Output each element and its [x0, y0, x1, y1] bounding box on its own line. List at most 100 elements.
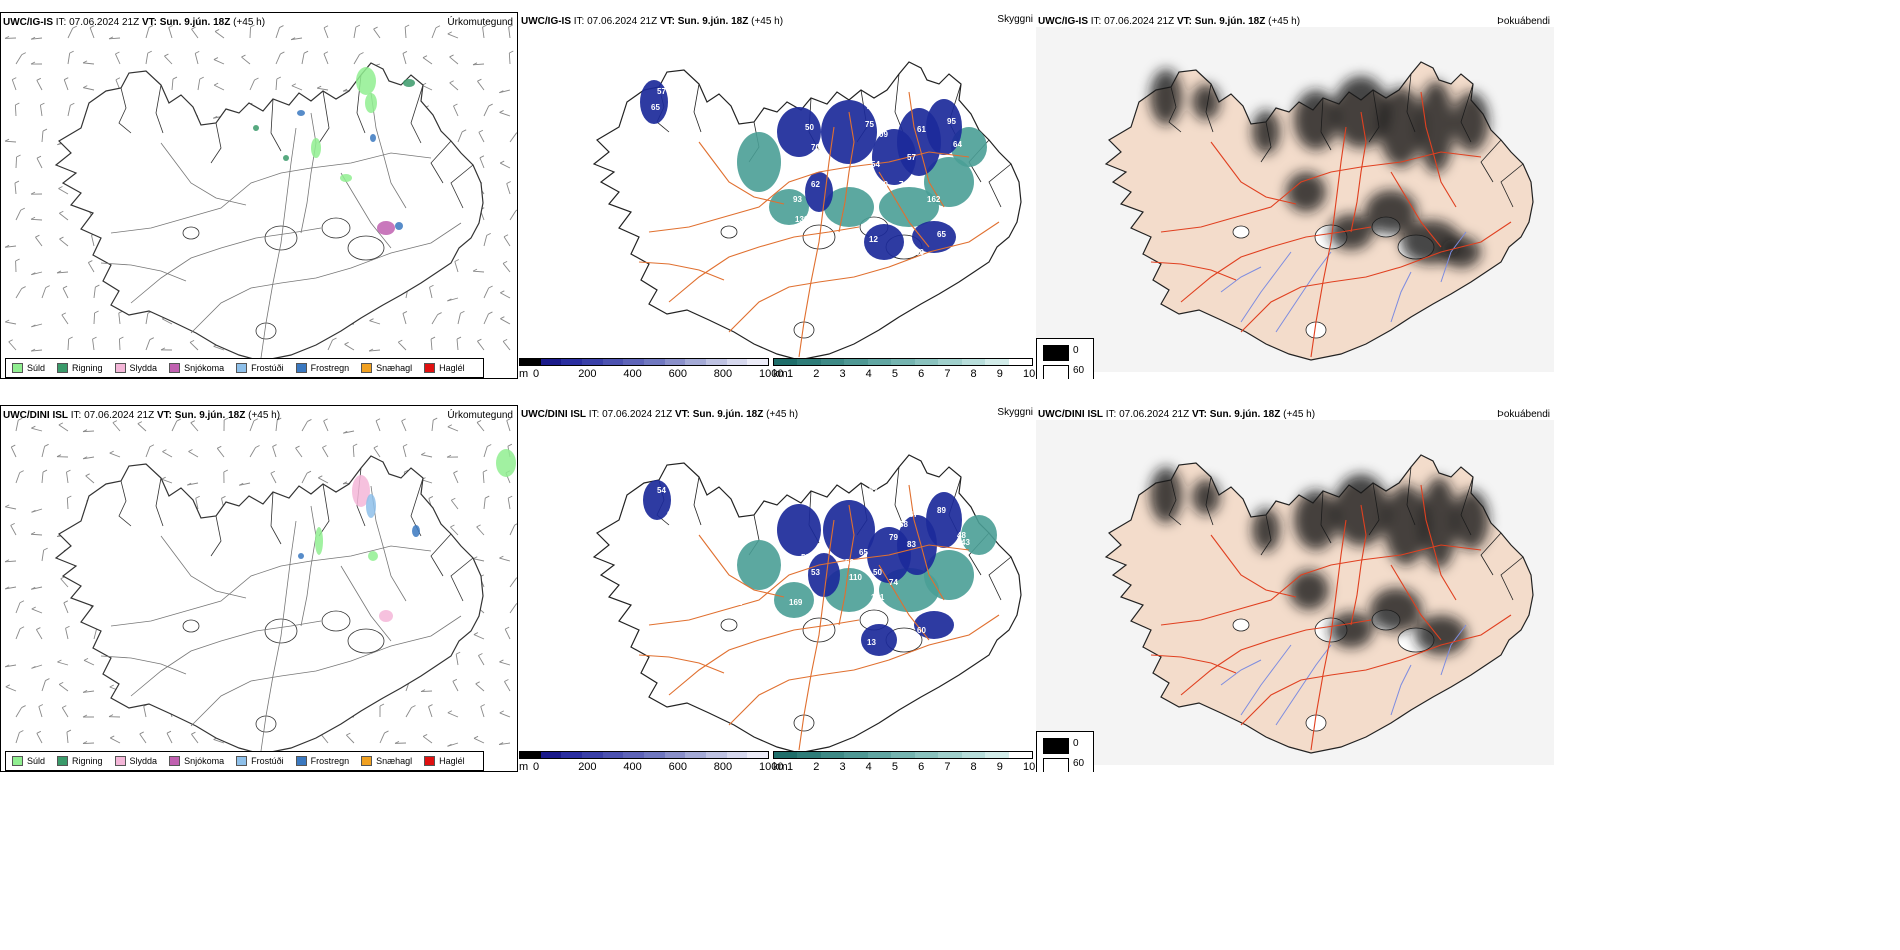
wind-barb [509, 210, 517, 221]
colorbar-tick-label: 7 [944, 368, 951, 379]
wind-barb [476, 422, 485, 432]
colorbar-tick-label: 5 [891, 368, 898, 379]
glacier-outline [802, 617, 836, 643]
wind-barb [477, 80, 485, 91]
legend-swatch [295, 363, 307, 373]
road [260, 520, 297, 752]
wind-barb-flag [21, 52, 26, 56]
wind-barb-flag [421, 452, 426, 456]
panel-header: UWC/DINI ISL IT: 07.06.2024 21Z VT: Sun.… [521, 409, 799, 420]
wind-barb [67, 53, 71, 65]
wind-barb [500, 292, 511, 299]
wind-barb-flag [373, 445, 379, 449]
wind-barb-flag [508, 24, 513, 28]
wind-barb-flag [279, 25, 284, 28]
fog-area [1453, 490, 1489, 550]
wind-barb-flag [488, 285, 493, 289]
colorbar-bin [774, 359, 798, 365]
wind-barb-flag [168, 25, 173, 28]
ceiling-visibility-panel-ig-is: 57 65 63 45 61 95 50 75 09 70 57 64 54 49 74 62 62 93 162 1… [519, 12, 1035, 379]
colorbar-bin [961, 752, 986, 758]
fog-area [1294, 490, 1338, 550]
fog-area [1370, 588, 1422, 632]
wind-barb-flag [384, 730, 389, 734]
legend-swatch [12, 756, 23, 766]
wind-barb [249, 447, 256, 458]
precip-type-legend: Súld Rigning Slydda Snjókoma Frostúði Frostre… [5, 358, 484, 378]
colorbar-tick-label: 2 [813, 761, 820, 772]
wind-barb [509, 132, 517, 143]
fjord [450, 557, 474, 602]
ceiling-area [823, 500, 875, 560]
wind-barb [59, 212, 69, 221]
colorbar-bin [774, 752, 798, 758]
wind-barb [145, 339, 151, 351]
wind-barb [15, 420, 19, 432]
wind-barb-flag [19, 730, 24, 733]
colorbar-bin [985, 752, 1009, 758]
wind-barb [479, 157, 485, 169]
wind-barb [472, 270, 485, 273]
wind-barb-flag [478, 653, 483, 656]
colorbar-tick-label: 1000 [759, 368, 784, 379]
wind-barb [14, 104, 17, 117]
visibility-value-label: 52 [845, 558, 854, 567]
precip-area [368, 551, 378, 561]
wind-barb [454, 261, 459, 273]
glacier-outline [720, 618, 738, 632]
road [100, 262, 187, 282]
wind-barb-flag [62, 705, 67, 709]
visibility-value-label: 50 [873, 568, 882, 577]
wind-barb-flag [4, 35, 10, 39]
colorbar-bin [797, 752, 821, 758]
fjord [270, 98, 282, 152]
wind-barb [431, 314, 439, 325]
wind-barb [5, 245, 17, 248]
wind-barb [421, 84, 433, 91]
legend-item: Frostúði [236, 363, 284, 373]
road [798, 519, 835, 751]
wind-barb-flag [250, 24, 255, 28]
wind-barb-flag [59, 210, 64, 214]
wind-barb-flag [303, 50, 309, 54]
wind-barb-flag [5, 684, 11, 688]
precip-area [496, 449, 516, 477]
wind-barb-flag [507, 443, 513, 447]
iceland-map: 57 65 63 45 61 95 50 75 09 70 57 64 54 49 74 62 62 93 162 1… [592, 61, 1022, 361]
wind-barb [213, 739, 225, 744]
wind-barb-flag [318, 475, 323, 479]
precip-area [356, 67, 376, 95]
wind-barb [11, 79, 17, 91]
wind-barb [346, 734, 355, 744]
wind-barb-flag [148, 25, 154, 28]
road [638, 654, 725, 674]
wind-barb-flag [30, 348, 36, 352]
wind-barb [506, 420, 511, 432]
fjord [270, 491, 282, 545]
colorbar-bin [844, 752, 868, 758]
wind-barb [216, 448, 225, 458]
legend-swatch [12, 363, 23, 373]
visibility-area [824, 187, 874, 227]
wind-barb [63, 602, 69, 614]
wind-barb [166, 732, 173, 744]
precip-area [403, 79, 415, 87]
wind-barb [41, 446, 46, 458]
wind-barb [214, 31, 225, 39]
wind-barb-flag [270, 470, 276, 474]
wind-barb [499, 661, 511, 666]
wind-barb [301, 421, 308, 432]
colorbar-unit: m [519, 761, 529, 772]
wind-barb [239, 482, 251, 486]
iceland-map [1104, 454, 1534, 754]
road [798, 126, 835, 358]
fjord [1500, 556, 1524, 601]
wind-barb-flag [40, 102, 45, 106]
wind-barb [91, 235, 95, 247]
wind-barb [323, 27, 329, 39]
wind-barb [447, 33, 459, 39]
road [638, 261, 725, 281]
wind-barb-flag [486, 232, 491, 236]
legend-label: Haglél [439, 363, 465, 373]
road [1160, 544, 1482, 626]
